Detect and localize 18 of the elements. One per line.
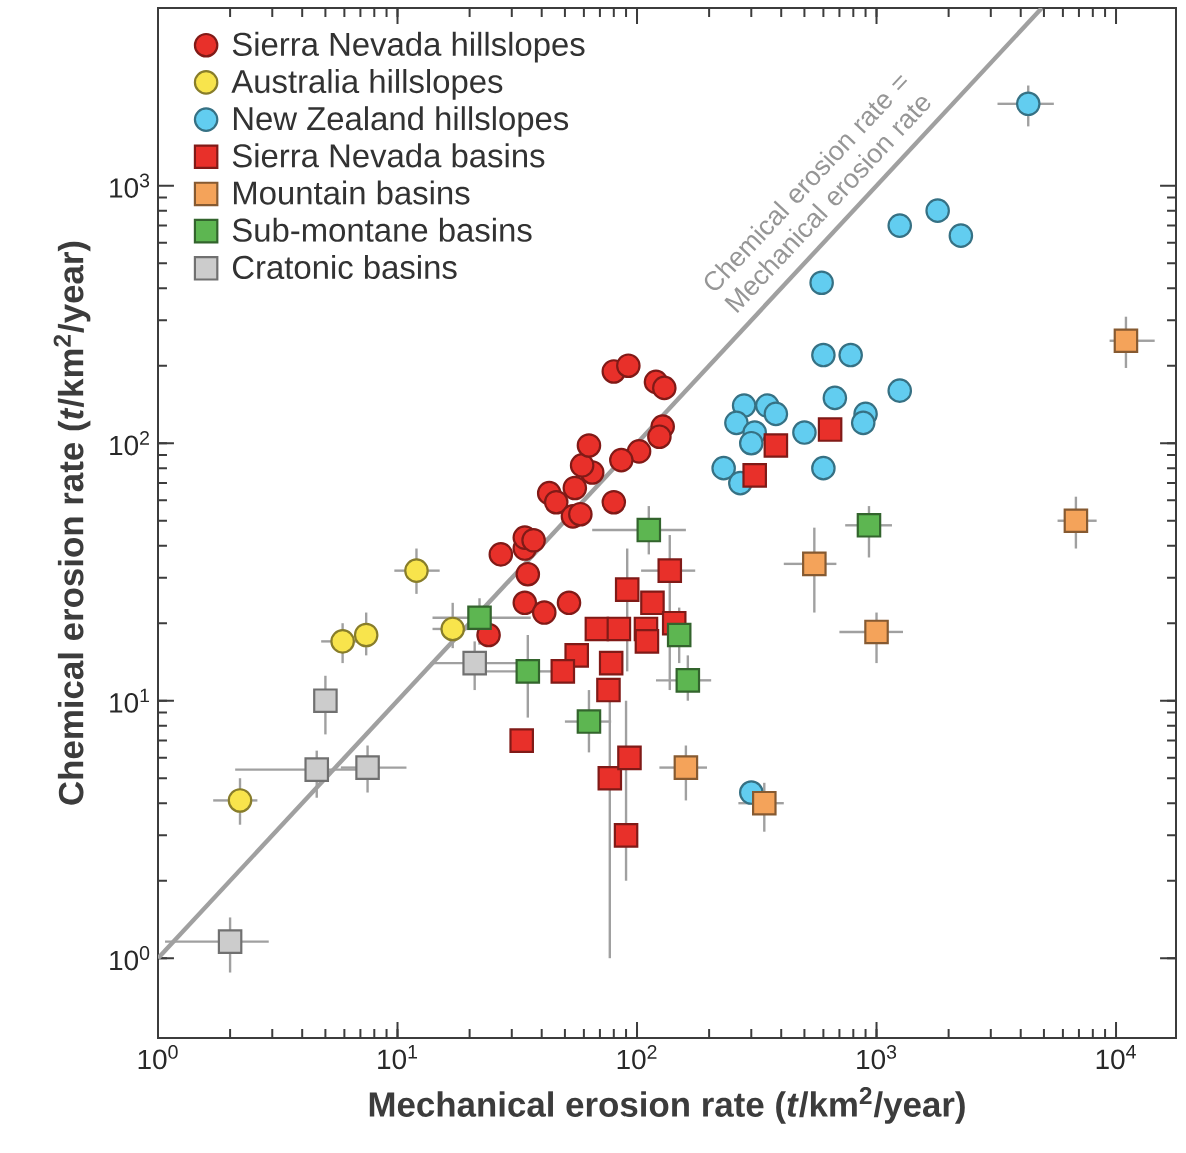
legend-label: Sub-montane basins <box>232 217 532 242</box>
legend-label: Mountain basins <box>233 180 470 205</box>
x-tick-label: 10$^{3}$ <box>857 1045 897 1070</box>
x-tick-label: 10$^{1}$ <box>378 1045 417 1070</box>
legend-label: Sierra Nevada basins <box>232 143 545 168</box>
x-axis-title: Mechanical erosion rate (t/km$^{2}$/year) <box>369 1087 965 1124</box>
y-tick-label: 10$^{3}$ <box>110 173 150 198</box>
legend-label: Cratonic basins <box>232 254 457 280</box>
legend-label: New Zealand hillslopes <box>233 106 569 137</box>
legend-label: Sierra Nevada hillslopes <box>232 31 585 63</box>
y-tick-label: 10$^{0}$ <box>110 946 150 971</box>
x-tick-label: 10$^{4}$ <box>1096 1045 1136 1070</box>
y-tick-label: 10$^{2}$ <box>110 431 149 456</box>
y-axis-title: Chemical erosion rate (t/km$^{2}$/year) <box>53 241 91 805</box>
legend-label: Australia hillslopes <box>231 69 503 100</box>
x-tick-label: 10$^{2}$ <box>617 1045 657 1070</box>
y-tick-label: 10$^{1}$ <box>110 688 150 713</box>
x-tick-label: 10$^{0}$ <box>138 1045 178 1070</box>
